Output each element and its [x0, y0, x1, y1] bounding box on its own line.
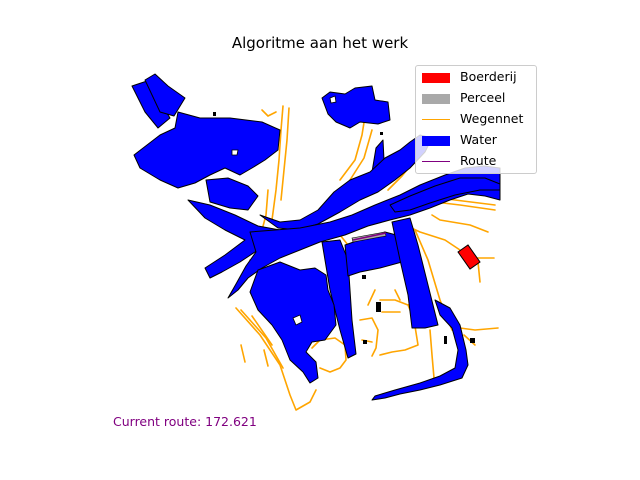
water-body: [205, 177, 259, 211]
legend-item-wegennet: Wegennet: [416, 110, 536, 130]
legend-label: Wegennet: [460, 111, 524, 126]
road-segment: [271, 105, 284, 221]
legend-label: Water: [460, 132, 497, 147]
farm: [457, 244, 481, 270]
island: [231, 149, 239, 156]
route-line: [352, 232, 387, 241]
road-segment: [379, 299, 419, 356]
water-body: [144, 73, 186, 117]
water-body: [389, 177, 501, 213]
legend-swatch-boerderij: [422, 73, 450, 83]
road-segment: [429, 329, 435, 379]
islands: [231, 95, 337, 326]
legend-label: Boerderij: [460, 69, 517, 84]
feature: [213, 112, 216, 116]
legend-item-boerderij: Boerderij: [416, 68, 536, 88]
road-segment: [359, 317, 379, 357]
feature: [363, 340, 367, 344]
road-segment: [261, 109, 277, 117]
feature: [444, 336, 447, 344]
legend-swatch-water: [422, 136, 450, 146]
map-title: Algoritme aan het werk: [231, 34, 409, 52]
road-segment: [367, 289, 376, 306]
water-body: [133, 111, 281, 189]
water-bodies: [131, 73, 501, 401]
road-segment: [463, 334, 476, 346]
legend-line-route: [422, 161, 450, 162]
island: [329, 95, 337, 104]
legend-line-wegennet: [422, 119, 450, 120]
feature: [380, 132, 383, 135]
road-segment: [261, 189, 269, 231]
water-body: [249, 261, 337, 384]
island: [292, 314, 303, 326]
road-segment: [431, 214, 489, 233]
legend-item-water: Water: [416, 131, 536, 151]
legend-label: Perceel: [460, 90, 506, 105]
road-segment: [235, 307, 317, 411]
legend-swatch-perceel: [422, 94, 450, 104]
water-body: [371, 299, 469, 401]
water-body: [391, 217, 439, 329]
feature: [376, 302, 381, 312]
legend-item-perceel: Perceel: [416, 89, 536, 109]
road-segment: [251, 315, 273, 346]
road-segment: [240, 344, 246, 363]
road-segment: [263, 349, 269, 367]
road-segment: [280, 107, 290, 201]
feature: [362, 275, 366, 279]
current-route-readout: Current route: 172.621: [113, 414, 257, 429]
road-segment: [349, 129, 373, 181]
feature: [470, 338, 475, 343]
road-segment: [477, 261, 481, 283]
water-body: [321, 85, 391, 129]
legend: Boerderij Perceel Wegennet Water Route: [415, 65, 537, 174]
legend-item-route: Route: [416, 152, 536, 172]
farms: [457, 244, 481, 270]
road-segment: [394, 289, 401, 301]
small-features: [213, 112, 475, 344]
road-segment: [240, 309, 284, 369]
road-segment: [459, 327, 499, 331]
route: [352, 232, 387, 241]
legend-label: Route: [460, 153, 497, 168]
